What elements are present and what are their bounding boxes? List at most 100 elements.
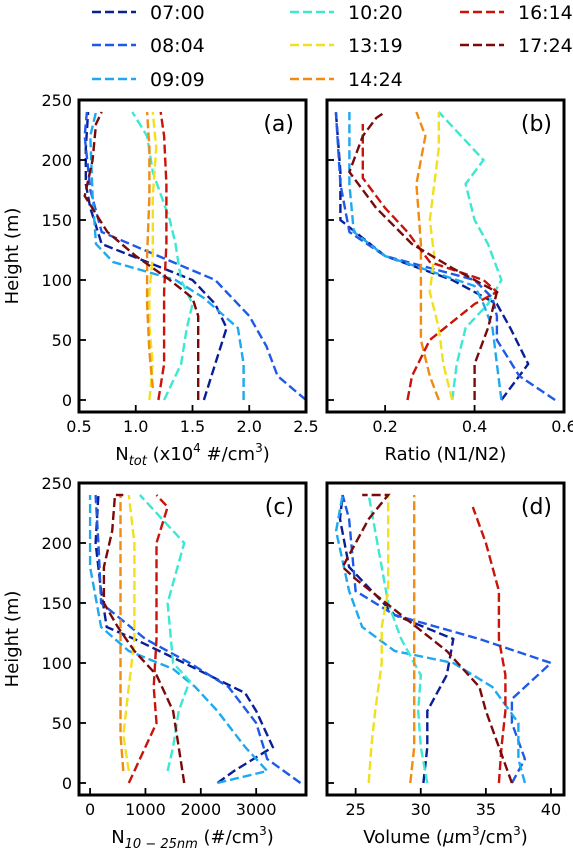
x-axis-label-part: ) [267,827,274,848]
x-tick-label: 0.4 [462,417,487,436]
x-axis-label-part: (#/cm [198,827,259,848]
series-line-1614 [127,494,169,784]
y-tick-label: 0 [62,391,72,410]
legend-label: 16:14 [518,2,573,24]
series-line-1020 [131,111,194,401]
axes-frame [325,98,566,414]
legend-entry: 17:24 [460,35,573,57]
series-group [83,111,306,401]
axes-frame [77,481,308,797]
x-axis-label-part: ) [521,827,528,848]
y-tick-label: 200 [41,151,72,170]
y-tick-label: 150 [41,594,72,613]
y-axis-label: Height (m) [2,591,23,688]
x-tick-label: 0 [85,800,95,819]
legend-label: 07:00 [150,2,205,24]
series-group [334,493,554,784]
series-line-0804 [83,111,306,401]
series-group [334,111,556,401]
series-line-1020 [139,494,192,772]
y-tick-label: 50 [52,331,72,350]
legend-entry: 14:24 [290,69,403,91]
x-tick-label: 1000 [125,800,166,819]
series-group [88,493,302,785]
legend-entry: 13:19 [290,35,403,57]
legend-label: 10:20 [348,2,403,24]
legend: 07:00 08:04 09:09 10:20 13:19 14:24 16:14 17:24 [92,2,573,91]
x-tick-label: 2000 [180,800,221,819]
series-line-1724 [102,493,186,784]
axes-frame [325,481,566,797]
series-line-0700 [338,494,455,784]
legend-entry: 16:14 [460,2,573,24]
x-axis-label-part: #/cm [201,444,255,465]
x-axis-label-part: ) [263,444,270,465]
y-tick-label: 200 [41,534,72,553]
x-axis-label: N10 − 25nm (#/cm3) [111,824,274,850]
series-line-0700 [334,111,530,401]
y-tick-label: 250 [41,91,72,110]
y-tick-label: 150 [41,211,72,230]
x-axis-label-part: m [454,827,472,848]
series-line-0700 [94,494,275,784]
x-tick-label: 1.5 [180,417,205,436]
x-axis-label-part: (x10 [147,444,193,465]
y-tick-label: 100 [41,654,72,673]
x-axis-label-part: 3 [255,441,263,455]
panels: 0.5 1.0 1.5 2.0 2.5050100150200250(a)Height … [2,91,573,850]
y-axis-label: Height (m) [2,208,23,305]
series-line-1424 [145,111,154,389]
panel-a: 0.5 1.0 1.5 2.0 2.5 0 50 100 150 200 250 (a) Height … [2,91,319,469]
x-tick-label: 3000 [236,800,277,819]
series-line-1319 [122,494,136,772]
series-line-1724 [341,493,514,784]
x-tick-label: 0.2 [372,417,397,436]
y-tick-label: 0 [62,774,72,793]
panel-c: 0 1000 2000 3000 0 50 100 150 200 250 (c) Height (m… [2,474,308,850]
panel-tag: (a) [263,112,294,137]
x-tick-label: 0.6 [551,417,573,436]
y-tick-label: 50 [52,714,72,733]
series-line-0700 [84,111,228,401]
series-line-1614 [157,111,168,401]
x-tick-label: 35 [476,800,496,819]
y-tick-label: 250 [41,474,72,493]
x-axis-label: Volume (μm3/cm3) [363,824,528,848]
panel-tag: (b) [521,112,552,137]
series-line-1424 [119,495,125,772]
x-axis-label-part: /cm [480,827,514,848]
legend-entry: 10:20 [290,2,403,24]
x-axis-label-part: 3 [513,824,521,838]
x-tick-label: 1.0 [123,417,148,436]
legend-label: 13:19 [348,35,403,57]
legend-entry: 07:00 [92,2,205,24]
series-line-1319 [367,495,390,784]
x-axis-label-part: 4 [193,441,201,455]
series-line-1614 [471,506,507,784]
x-tick-label: 40 [541,800,561,819]
legend-entry: 09:09 [92,69,205,91]
series-line-0909 [88,495,270,785]
series-line-1724 [83,111,200,400]
x-axis-label-part: 10 − 25nm [125,837,198,850]
series-line-1020 [367,494,429,784]
x-tick-label: 0.5 [66,417,91,436]
x-axis-label: Ratio (N1/N2) [385,444,507,465]
x-axis-label-part: μ [442,827,454,848]
x-axis-label-part: tot [129,454,148,469]
legend-label: 08:04 [150,35,205,57]
x-axis-label-part: Volume ( [363,827,443,848]
legend-label: 09:09 [150,69,205,91]
x-tick-label: 2.5 [293,417,318,436]
series-line-0804 [341,494,554,784]
series-line-0909 [334,494,527,784]
series-line-0909 [348,112,503,401]
x-tick-label: 30 [411,800,431,819]
legend-label: 17:24 [518,35,573,57]
series-line-1614 [361,124,499,401]
x-tick-label: 25 [345,800,365,819]
x-axis-label-part: N [115,444,128,465]
series-line-0909 [89,111,245,400]
series-line-0804 [94,494,302,784]
